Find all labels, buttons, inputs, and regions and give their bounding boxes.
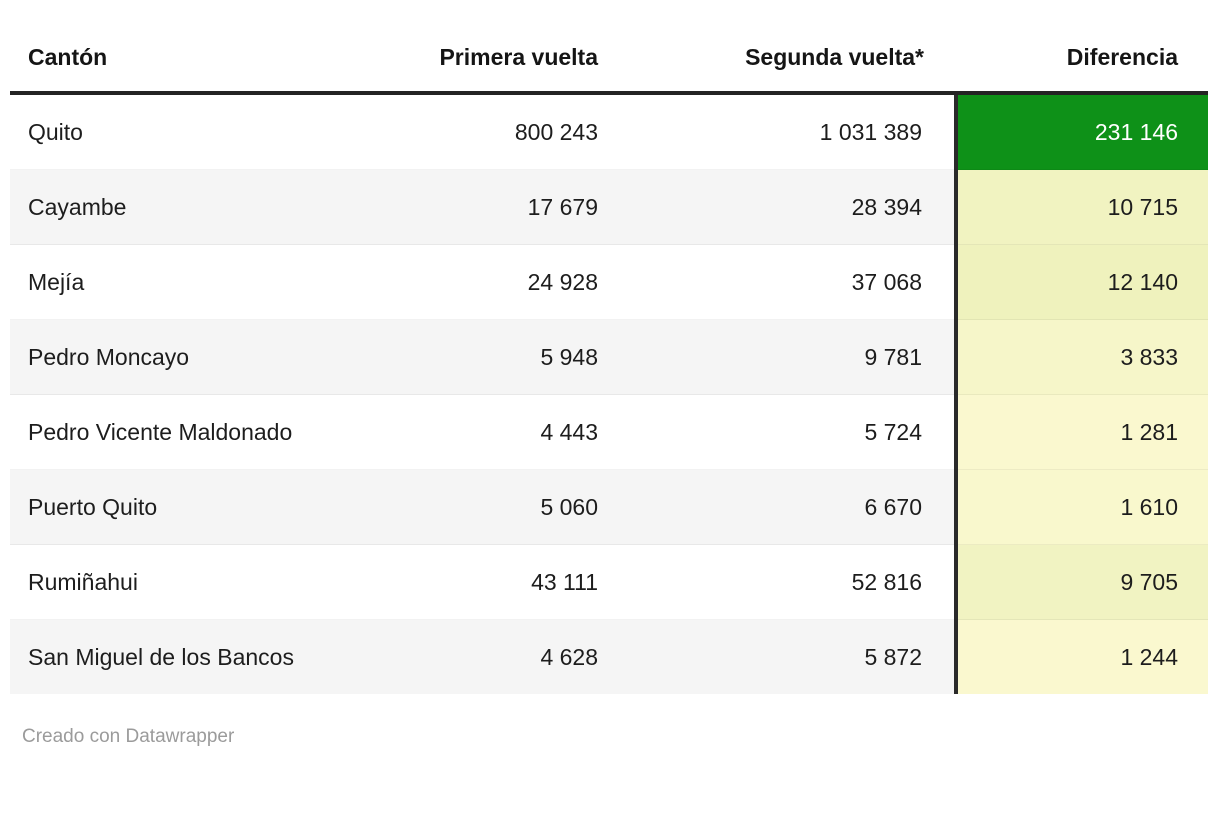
cell-primera-vuelta: 5 060 <box>330 469 630 545</box>
cell-segunda-vuelta: 37 068 <box>630 244 956 320</box>
cell-canton: Rumiñahui <box>10 544 330 620</box>
table-row: Puerto Quito 5 060 6 670 1 610 <box>10 469 1208 545</box>
cell-segunda-vuelta: 6 670 <box>630 469 956 545</box>
canton-results-table: Cantón Primera vuelta Segunda vuelta* Di… <box>10 30 1208 694</box>
cell-canton: Pedro Vicente Maldonado <box>10 394 330 470</box>
cell-segunda-vuelta: 1 031 389 <box>630 93 956 170</box>
cell-diferencia: 1 610 <box>954 469 1208 545</box>
cell-primera-vuelta: 24 928 <box>330 244 630 320</box>
cell-segunda-vuelta: 28 394 <box>630 169 956 245</box>
cell-segunda-vuelta: 52 816 <box>630 544 956 620</box>
cell-canton: Cayambe <box>10 169 330 245</box>
cell-primera-vuelta: 4 443 <box>330 394 630 470</box>
cell-primera-vuelta: 17 679 <box>330 169 630 245</box>
table-row: San Miguel de los Bancos 4 628 5 872 1 244 <box>10 619 1208 694</box>
cell-primera-vuelta: 5 948 <box>330 319 630 395</box>
cell-diferencia: 12 140 <box>954 244 1208 320</box>
cell-primera-vuelta: 800 243 <box>330 93 630 170</box>
cell-canton: Quito <box>10 93 330 170</box>
cell-canton: San Miguel de los Bancos <box>10 619 330 694</box>
column-header-canton: Cantón <box>10 30 330 95</box>
cell-segunda-vuelta: 5 872 <box>630 619 956 694</box>
cell-canton: Pedro Moncayo <box>10 319 330 395</box>
cell-diferencia: 3 833 <box>954 319 1208 395</box>
cell-diferencia: 1 281 <box>954 394 1208 470</box>
cell-segunda-vuelta: 5 724 <box>630 394 956 470</box>
cell-diferencia: 9 705 <box>954 544 1208 620</box>
table-row: Quito 800 243 1 031 389 231 146 <box>10 93 1208 170</box>
table-body: Quito 800 243 1 031 389 231 146 Cayambe 17 67… <box>10 93 1208 694</box>
cell-diferencia: 10 715 <box>954 169 1208 245</box>
cell-primera-vuelta: 43 111 <box>330 544 630 620</box>
cell-diferencia: 1 244 <box>954 619 1208 694</box>
cell-canton: Mejía <box>10 244 330 320</box>
table-container: Cantón Primera vuelta Segunda vuelta* Di… <box>10 30 1208 748</box>
table-header: Cantón Primera vuelta Segunda vuelta* Di… <box>10 30 1208 95</box>
table-row: Rumiñahui 43 111 52 816 9 705 <box>10 544 1208 620</box>
cell-primera-vuelta: 4 628 <box>330 619 630 694</box>
datawrapper-credit-link[interactable]: Creado con Datawrapper <box>22 726 235 747</box>
table-row: Pedro Vicente Maldonado 4 443 5 724 1 281 <box>10 394 1208 470</box>
column-header-segunda-vuelta: Segunda vuelta* <box>630 30 956 95</box>
cell-canton: Puerto Quito <box>10 469 330 545</box>
cell-diferencia: 231 146 <box>954 93 1208 170</box>
table-row: Cayambe 17 679 28 394 10 715 <box>10 169 1208 245</box>
column-header-primera-vuelta: Primera vuelta <box>330 30 630 95</box>
attribution: Creado con Datawrapper <box>22 726 1208 748</box>
cell-segunda-vuelta: 9 781 <box>630 319 956 395</box>
table-row: Pedro Moncayo 5 948 9 781 3 833 <box>10 319 1208 395</box>
column-header-diferencia: Diferencia <box>956 30 1208 95</box>
table-row: Mejía 24 928 37 068 12 140 <box>10 244 1208 320</box>
